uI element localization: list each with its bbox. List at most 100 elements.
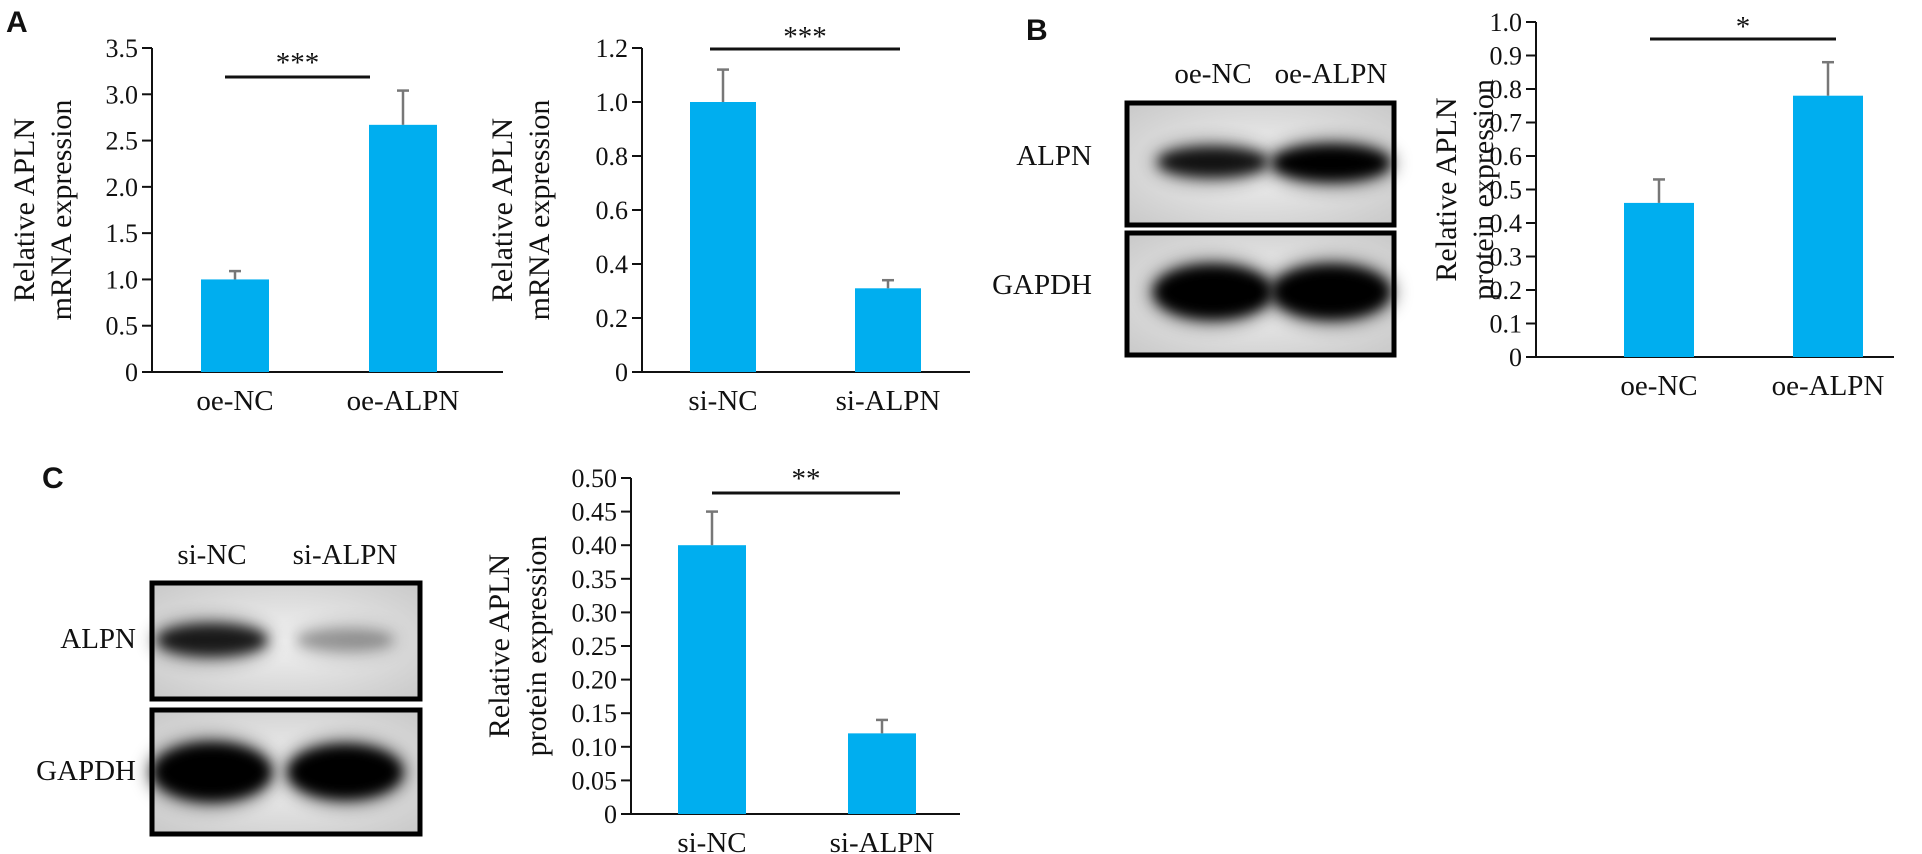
blot-c-row-label-gapdh: GAPDH bbox=[36, 755, 136, 787]
y-tick-label: 0.40 bbox=[572, 531, 618, 560]
blot-band-core bbox=[1155, 266, 1271, 318]
blot-c-lane-label-1: si-NC bbox=[177, 539, 246, 571]
blot-band-core bbox=[297, 629, 393, 651]
y-tick-label: 0.45 bbox=[572, 498, 618, 527]
chart-a-si-mrna: 0 0.2 0.4 0.6 0.8 1.0 1.2 si-NC si-ALPN *** Relati… bbox=[486, 21, 970, 417]
y-axis-label: Relative APLN bbox=[486, 118, 519, 302]
western-blot-c: si-NC si-ALPN ALPN GAPDH bbox=[36, 539, 423, 837]
blot-b-lane-label-2: oe-ALPN bbox=[1275, 58, 1388, 90]
blot-band bbox=[291, 623, 399, 657]
y-tick-label: 1.2 bbox=[596, 34, 629, 63]
y-tick-label: 0.2 bbox=[1490, 276, 1523, 305]
chart-b-oe-protein: 0 0.1 0.2 0.3 0.4 0.5 0.6 0.7 0.8 0.9 1.0 oe-NC oe-A… bbox=[1430, 8, 1894, 402]
y-tick-label: 1.0 bbox=[596, 88, 629, 117]
y-tick-label: 0.3 bbox=[1490, 243, 1523, 272]
y-tick-label: 0.30 bbox=[572, 598, 618, 627]
y-tick-label: 0.6 bbox=[1490, 142, 1523, 171]
blot-c-lane-label-2: si-ALPN bbox=[293, 539, 398, 571]
blot-b-alpn-strip bbox=[1124, 100, 1397, 228]
y-tick-label: 1.0 bbox=[1490, 8, 1523, 37]
y-axis-label: mRNA expression bbox=[45, 100, 78, 321]
bar bbox=[848, 733, 916, 814]
y-tick-label: 0.5 bbox=[1490, 176, 1523, 205]
blot-band bbox=[1267, 140, 1395, 186]
blot-band bbox=[152, 619, 272, 661]
bar bbox=[690, 102, 756, 372]
x-category-label: oe-ALPN bbox=[347, 385, 460, 417]
blot-band bbox=[1267, 260, 1395, 324]
significance-marker: ** bbox=[792, 463, 821, 495]
y-tick-label: 3.0 bbox=[106, 80, 139, 109]
x-category-label: si-NC bbox=[688, 385, 757, 417]
blot-c-gapdh-strip bbox=[148, 707, 423, 837]
y-axis-label: mRNA expression bbox=[523, 100, 556, 321]
significance-marker: *** bbox=[783, 21, 827, 53]
y-tick-label: 0.10 bbox=[572, 733, 618, 762]
y-tick-label: 0.1 bbox=[1490, 310, 1523, 339]
y-tick-label: 1.5 bbox=[106, 219, 139, 248]
y-tick-label: 0.2 bbox=[596, 304, 629, 333]
bar bbox=[369, 124, 437, 372]
x-category-label: si-ALPN bbox=[830, 827, 935, 854]
y-tick-label: 0 bbox=[604, 800, 617, 829]
y-tick-label: 0.15 bbox=[572, 699, 618, 728]
y-tick-label: 2.5 bbox=[106, 127, 139, 156]
blot-b-gapdh-strip bbox=[1124, 230, 1397, 358]
significance-marker: * bbox=[1736, 11, 1751, 43]
y-tick-label: 0 bbox=[125, 358, 138, 387]
y-tick-label: 0.8 bbox=[596, 142, 629, 171]
blot-band-core bbox=[154, 744, 270, 800]
y-tick-label: 3.5 bbox=[106, 34, 139, 63]
chart-a-oe-mrna: 0 0.5 1.0 1.5 2.0 2.5 3.0 3.5 oe-NC oe-ALPN *** Rel… bbox=[8, 34, 503, 417]
blot-band-core bbox=[289, 746, 401, 798]
bar bbox=[1624, 202, 1694, 357]
blot-band bbox=[283, 740, 407, 804]
blot-b-row-label-gapdh: GAPDH bbox=[992, 269, 1092, 301]
western-blot-b: oe-NC oe-ALPN ALPN GAPDH bbox=[992, 58, 1397, 358]
panel-letter-a: A bbox=[6, 6, 28, 39]
blot-band bbox=[148, 738, 276, 806]
blot-band-core bbox=[1273, 266, 1389, 318]
blot-c-alpn-strip bbox=[149, 580, 423, 702]
y-tick-label: 2.0 bbox=[106, 173, 139, 202]
y-tick-label: 0.6 bbox=[596, 196, 629, 225]
chart-c-si-protein: 0 0.05 0.10 0.15 0.20 0.25 0.30 0.35 0.40 0.45 0.5… bbox=[483, 463, 960, 854]
y-axis-label: Relative APLN bbox=[1430, 97, 1463, 281]
x-category-label: oe-ALPN bbox=[1772, 370, 1885, 402]
y-axis-label: Relative APLN bbox=[8, 118, 41, 302]
y-tick-label: 0.50 bbox=[572, 464, 618, 493]
y-tick-label: 0.5 bbox=[106, 312, 139, 341]
y-axis-label: protein expression bbox=[1467, 79, 1500, 300]
y-tick-label: 0 bbox=[1509, 343, 1522, 372]
y-tick-label: 0.8 bbox=[1490, 75, 1523, 104]
x-category-label: si-ALPN bbox=[836, 385, 941, 417]
y-tick-label: 0 bbox=[615, 358, 628, 387]
bar bbox=[678, 545, 746, 814]
blot-band-core bbox=[1273, 146, 1389, 180]
panel-letter-c: C bbox=[42, 462, 64, 495]
panel-letter-b: B bbox=[1026, 14, 1048, 47]
significance-marker: *** bbox=[276, 47, 320, 79]
x-category-label: oe-NC bbox=[1620, 370, 1697, 402]
y-axis-label: protein expression bbox=[520, 536, 553, 757]
blot-b-row-label-alpn: ALPN bbox=[1016, 140, 1092, 172]
y-axis-label: Relative APLN bbox=[483, 554, 516, 738]
blot-band-core bbox=[158, 625, 266, 655]
y-tick-label: 0.4 bbox=[1490, 209, 1523, 238]
bar bbox=[855, 288, 921, 372]
x-category-label: oe-NC bbox=[196, 385, 273, 417]
y-tick-label: 0.25 bbox=[572, 632, 618, 661]
x-category-label: si-NC bbox=[677, 827, 746, 854]
y-tick-label: 0.7 bbox=[1490, 109, 1523, 138]
y-tick-label: 0.4 bbox=[596, 250, 629, 279]
y-tick-label: 1.0 bbox=[106, 265, 139, 294]
blot-b-lane-label-1: oe-NC bbox=[1174, 58, 1251, 90]
y-tick-label: 0.05 bbox=[572, 766, 618, 795]
y-tick-label: 0.35 bbox=[572, 565, 618, 594]
blot-band bbox=[1153, 142, 1273, 182]
bar bbox=[201, 279, 269, 372]
blot-band-core bbox=[1159, 148, 1267, 176]
blot-band bbox=[1149, 260, 1277, 324]
blot-c-row-label-alpn: ALPN bbox=[60, 623, 136, 655]
